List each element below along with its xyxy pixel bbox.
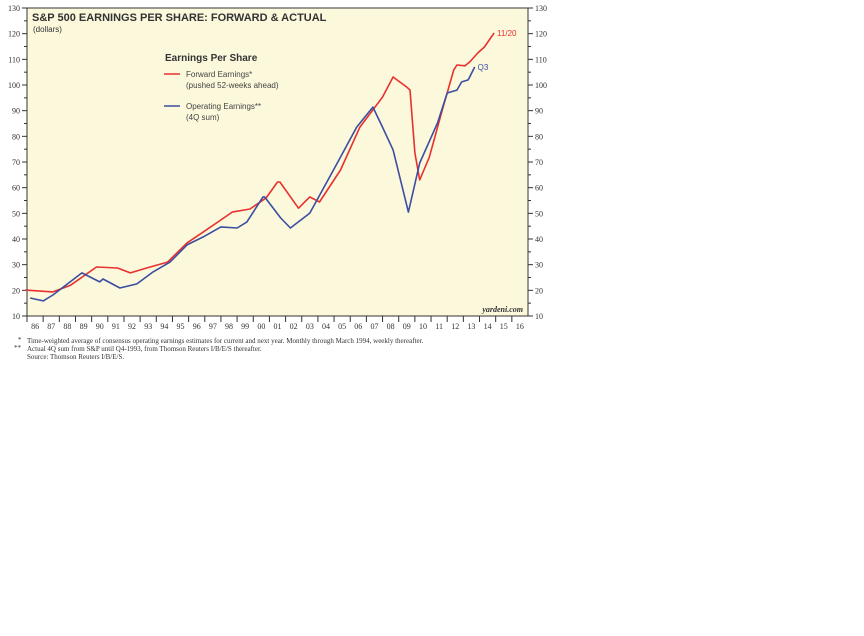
source-note: Source: Thomson Reuters I/B/E/S. [27, 353, 124, 361]
x-tick-label: 13 [467, 322, 475, 331]
x-tick-label: 02 [290, 322, 298, 331]
y-tick-label-left: 50 [12, 209, 20, 218]
x-tick-label: 92 [128, 322, 136, 331]
y-tick-label-right: 120 [535, 30, 547, 39]
legend-label-operating: Operating Earnings** [186, 102, 261, 111]
x-tick-label: 05 [338, 322, 346, 331]
y-tick-label-left: 100 [8, 81, 20, 90]
end-label-forward: 11/20 [497, 29, 517, 38]
chart-title: S&P 500 EARNINGS PER SHARE: FORWARD & AC… [32, 12, 327, 24]
y-tick-label-left: 90 [12, 107, 20, 116]
x-tick-label: 89 [80, 322, 88, 331]
y-tick-label-left: 70 [12, 158, 20, 167]
x-tick-label: 90 [96, 322, 104, 331]
x-tick-label: 97 [209, 322, 217, 331]
x-tick-label: 07 [370, 322, 378, 331]
x-tick-label: 11 [435, 322, 443, 331]
y-tick-label-right: 90 [535, 107, 543, 116]
legend: Earnings Per Share Forward Earnings* (pu… [164, 53, 279, 122]
y-tick-label-right: 50 [535, 209, 543, 218]
x-tick-label: 00 [257, 322, 265, 331]
end-label-operating: Q3 [478, 63, 489, 72]
y-tick-label-left: 80 [12, 132, 20, 141]
x-tick-label: 16 [516, 322, 524, 331]
y-tick-label-right: 10 [535, 312, 543, 321]
y-tick-label-left: 40 [12, 235, 20, 244]
y-tick-label-left: 130 [8, 4, 20, 13]
y-tick-label-right: 40 [535, 235, 543, 244]
y-tick-label-right: 110 [535, 55, 547, 64]
watermark: yardeni.com [481, 305, 523, 314]
y-tick-label-right: 130 [535, 4, 547, 13]
x-tick-label: 86 [31, 322, 39, 331]
x-tick-label: 08 [387, 322, 395, 331]
x-tick-label: 09 [403, 322, 411, 331]
x-tick-label: 91 [112, 322, 120, 331]
x-tick-label: 87 [47, 322, 55, 331]
footnote-2: Actual 4Q sum from S&P until Q4-1993, fr… [27, 345, 262, 353]
x-tick-label: 95 [177, 322, 185, 331]
plot-area [26, 7, 529, 317]
legend-label-forward: Forward Earnings* [186, 70, 252, 79]
y-tick-label-left: 10 [12, 312, 20, 321]
x-tick-label: 99 [241, 322, 249, 331]
x-tick-label: 06 [354, 322, 362, 331]
y-tick-label-right: 80 [535, 132, 543, 141]
footnote-mark-2: ** [14, 344, 22, 352]
footnote-1: Time-weighted average of consensus opera… [27, 337, 424, 345]
y-tick-label-right: 100 [535, 81, 547, 90]
y-tick-label-left: 20 [12, 286, 20, 295]
series-line-operating [30, 66, 476, 302]
y-tick-label-left: 30 [12, 261, 20, 270]
x-tick-label: 01 [274, 322, 282, 331]
legend-label-forward-note: (pushed 52-weeks ahead) [186, 81, 279, 90]
x-tick-label: 10 [419, 322, 427, 331]
x-tick-label: 12 [451, 322, 459, 331]
y-tick-label-left: 110 [8, 55, 20, 64]
x-tick-label: 04 [322, 322, 330, 331]
y-tick-label-left: 120 [8, 30, 20, 39]
series-line-forward [25, 32, 495, 293]
legend-label-operating-note: (4Q sum) [186, 113, 220, 122]
chart-subtitle: (dollars) [33, 25, 62, 34]
x-tick-label: 14 [484, 322, 492, 331]
y-tick-label-right: 30 [535, 261, 543, 270]
x-tick-label: 93 [144, 322, 152, 331]
x-tick-label: 98 [225, 322, 233, 331]
y-tick-label-right: 20 [535, 286, 543, 295]
y-tick-label-left: 60 [12, 184, 20, 193]
y-tick-label-right: 60 [535, 184, 543, 193]
x-tick-label: 03 [306, 322, 314, 331]
x-tick-label: 88 [63, 322, 71, 331]
y-tick-label-right: 70 [535, 158, 543, 167]
legend-title: Earnings Per Share [165, 53, 258, 64]
footnote-mark-1: * [18, 336, 22, 344]
x-tick-label: 94 [160, 322, 168, 331]
x-tick-label: 96 [193, 322, 201, 331]
x-tick-label: 15 [500, 322, 508, 331]
